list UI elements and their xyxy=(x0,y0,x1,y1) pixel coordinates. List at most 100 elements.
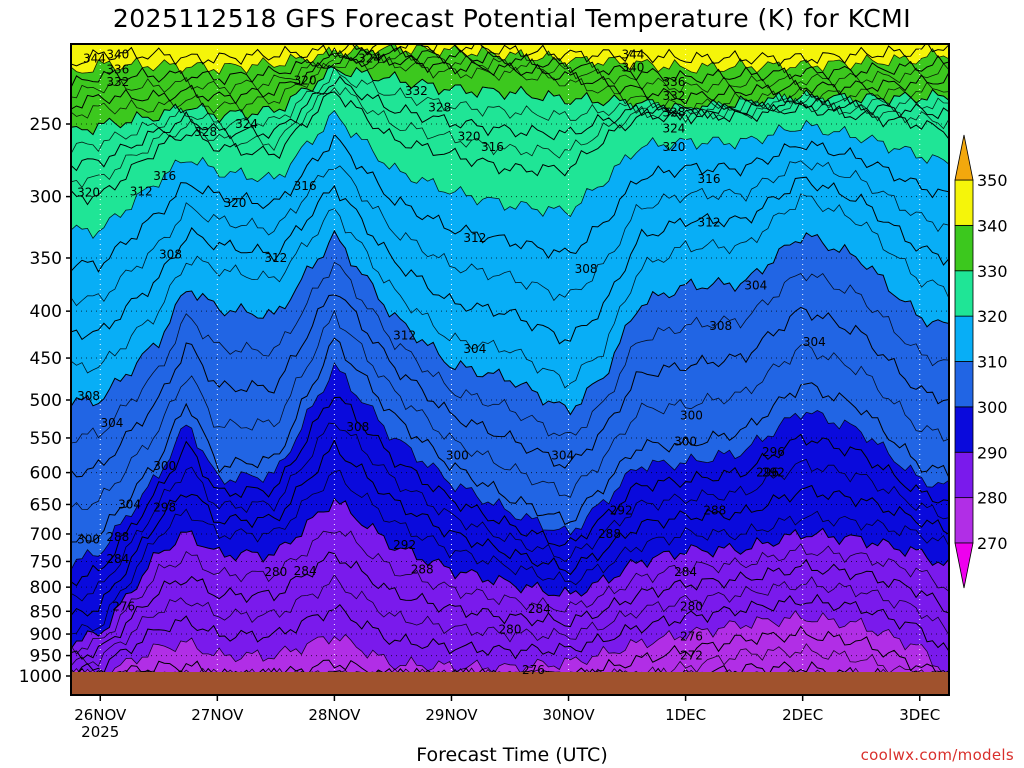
gridlines xyxy=(71,44,949,695)
contour-label: 332 xyxy=(405,84,428,98)
y-tick-label: 350 xyxy=(30,249,62,269)
contour-label: 300 xyxy=(674,435,697,449)
chart-title: 2025112518 GFS Forecast Potential Temper… xyxy=(112,4,912,33)
contour-label: 276 xyxy=(522,663,545,677)
contour-labels: 344 3403363323283243203163123203203243163… xyxy=(77,48,826,677)
y-tick-label: 500 xyxy=(30,391,62,411)
isentrope-296 xyxy=(71,396,949,587)
x-axis-label: Forecast Time (UTC) xyxy=(416,744,608,766)
contour-label: 320 xyxy=(223,196,246,210)
colorbar-extend-bottom xyxy=(954,542,974,589)
contour-label: 300 xyxy=(153,459,176,473)
contour-label: 304 xyxy=(744,278,767,292)
contour-label: 316 xyxy=(153,169,176,183)
isentrope-326 xyxy=(71,66,949,154)
contour-label: 316 xyxy=(294,179,317,193)
colorbar: 270 280 290 300 310 320 330 340 350 xyxy=(954,134,1008,589)
y-tick-label: 550 xyxy=(30,429,62,449)
ground-mask xyxy=(71,672,949,695)
colorbar-tick-label: 310 xyxy=(977,353,1008,372)
contour-label: 292 xyxy=(393,538,416,552)
contour-label: 332 xyxy=(106,75,129,89)
contour-label: 324 xyxy=(358,51,381,65)
colorbar-segment xyxy=(954,224,974,272)
contour-label: 272 xyxy=(680,649,703,663)
contour-label: 284 xyxy=(106,552,129,566)
contour-label: 292 xyxy=(762,466,785,480)
contour-label: 308 xyxy=(159,248,182,262)
colorbar-tick-label: 330 xyxy=(977,262,1008,281)
contour-label: 336 xyxy=(106,62,129,76)
contour-label: 328 xyxy=(662,106,685,120)
colorbar-segment xyxy=(954,451,974,499)
isentrope-334 xyxy=(71,49,949,99)
y-tick-label: 750 xyxy=(30,552,62,572)
y-tick-label: 800 xyxy=(30,578,62,598)
isentrope-288 xyxy=(71,497,949,650)
contour-label: 344 xyxy=(83,51,106,65)
y-tick-label: 650 xyxy=(30,495,62,515)
contour-label: 320 xyxy=(77,186,100,200)
contour-label: 298 xyxy=(153,501,176,515)
y-axis: 250 300 350 400 450 500 550 600 650 700 750 800 850 9… xyxy=(19,115,71,687)
contour-label: 296 xyxy=(756,466,779,480)
contour-label: 292 xyxy=(610,504,633,518)
colorbar-segment xyxy=(954,406,974,453)
isentrope-342 xyxy=(71,0,949,21)
contour-label: 304 xyxy=(803,335,826,349)
y-tick-label: 250 xyxy=(30,115,62,135)
isentrope-292 xyxy=(71,439,949,617)
y-tick-label: 900 xyxy=(30,625,62,645)
colorbar-tick-label: 270 xyxy=(977,534,1008,553)
contour-label: 288 xyxy=(598,527,621,541)
contour-label: 316 xyxy=(698,172,721,186)
contour-label: 300 xyxy=(77,533,100,547)
x-tick-label: 26NOV xyxy=(74,706,127,724)
x-tick-label: 2DEC xyxy=(782,706,823,724)
colorbar-segment xyxy=(954,315,974,362)
contour-label: 312 xyxy=(264,251,287,265)
contour-label: 340 xyxy=(621,61,644,75)
contour-label: 308 xyxy=(77,389,100,403)
contour-label: 336 xyxy=(662,75,685,89)
contour-label: 344 xyxy=(621,48,644,62)
y-tick-label: 400 xyxy=(30,302,62,322)
isentrope-340 xyxy=(71,44,949,67)
contour-label: 304 xyxy=(551,449,574,463)
y-tick-label: 600 xyxy=(30,464,62,484)
contour-label: 308 xyxy=(709,319,732,333)
contour-label: 288 xyxy=(703,504,726,518)
contour-label: 324 xyxy=(662,122,685,136)
y-tick-label: 1000 xyxy=(19,667,62,687)
contour-label: 328 xyxy=(428,101,451,115)
contour-label: 284 xyxy=(528,602,551,616)
isentrope-298 xyxy=(71,362,949,571)
contour-label: 284 xyxy=(294,564,317,578)
x-tick-label: 27NOV xyxy=(191,706,244,724)
contour-label: 324 xyxy=(235,117,258,131)
contour-label: 332 xyxy=(662,89,685,103)
colorbar-tick-label: 340 xyxy=(977,216,1008,235)
contour-label: 288 xyxy=(411,562,434,576)
contour-label: 296 xyxy=(762,445,785,459)
contour-label: 280 xyxy=(264,565,287,579)
contour-label: 340 xyxy=(106,48,129,62)
contour-label: 316 xyxy=(481,140,504,154)
contour-label: 312 xyxy=(130,184,153,198)
plot-frame xyxy=(70,43,950,696)
contour-label: 300 xyxy=(680,409,703,423)
colorbar-segment xyxy=(954,497,974,544)
y-tick-label: 700 xyxy=(30,525,62,545)
contour-label: 276 xyxy=(112,600,135,614)
x-tick-label: 3DEC xyxy=(899,706,940,724)
colorbar-segment xyxy=(954,270,974,317)
contour-label: 320 xyxy=(458,130,481,144)
colorbar-segment xyxy=(954,179,974,226)
contour-label: 304 xyxy=(463,342,486,356)
colorbar-segment xyxy=(954,361,974,408)
x-year-label: 2025 xyxy=(81,723,119,741)
credit-link[interactable]: coolwx.com/models xyxy=(860,746,1014,764)
isentrope-286 xyxy=(71,530,949,655)
x-axis: 26NOV 27NOV 28NOV 29NOV 30NOV 1DEC 2DEC 3DEC 202… xyxy=(74,695,940,741)
colorbar-tick-label: 290 xyxy=(977,443,1008,462)
